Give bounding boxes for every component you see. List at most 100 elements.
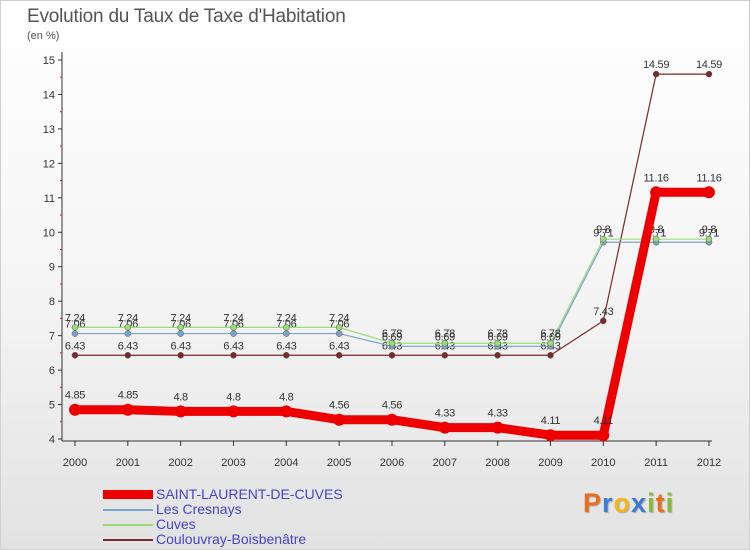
data-label: 6.69 xyxy=(382,331,402,343)
data-label: 4.85 xyxy=(65,390,85,402)
data-point xyxy=(280,405,293,418)
data-label: 6.69 xyxy=(540,331,560,343)
legend-label: Les Cresnays xyxy=(156,501,242,517)
data-point xyxy=(230,324,237,331)
legend-label: SAINT-LAURENT-DE-CUVES xyxy=(156,486,343,502)
data-label: 7.24 xyxy=(223,312,243,324)
data-point xyxy=(333,413,346,426)
x-tick-label: 2004 xyxy=(274,457,298,469)
data-label: 4.8 xyxy=(279,391,294,403)
data-point xyxy=(283,324,290,331)
y-tick-label: 9 xyxy=(49,262,55,274)
data-label: 6.43 xyxy=(171,340,191,352)
y-tick-label: 10 xyxy=(43,227,55,239)
data-label: 9.71 xyxy=(699,227,719,239)
data-label: 11.16 xyxy=(644,172,669,184)
data-point xyxy=(385,413,398,426)
data-label: 4.11 xyxy=(541,415,561,427)
data-point xyxy=(705,235,713,243)
y-tick-label: 11 xyxy=(44,193,55,205)
data-point xyxy=(652,70,660,78)
data-point xyxy=(547,352,554,359)
y-tick-label: 4 xyxy=(49,434,55,446)
data-label: 11.16 xyxy=(696,172,721,184)
x-tick-label: 2010 xyxy=(591,457,615,469)
data-point xyxy=(544,429,557,442)
data-label: 9.8 xyxy=(596,224,611,236)
legend-swatch xyxy=(103,539,153,541)
data-label: 9.71 xyxy=(593,227,613,239)
x-tick-label: 2012 xyxy=(697,457,721,469)
y-tick-label: 13 xyxy=(43,124,55,136)
data-point xyxy=(652,235,660,243)
data-point xyxy=(177,330,184,337)
data-label: 4.8 xyxy=(226,391,241,403)
x-tick-label: 2009 xyxy=(538,457,562,469)
data-point xyxy=(547,339,554,347)
y-tick-label: 6 xyxy=(49,365,55,377)
x-tick-label: 2003 xyxy=(221,457,245,469)
data-label: 6.43 xyxy=(329,340,349,352)
data-point xyxy=(283,352,290,359)
x-tick-label: 2006 xyxy=(380,457,404,469)
data-point xyxy=(650,186,663,199)
data-point xyxy=(227,405,240,418)
data-label: 4.11 xyxy=(594,415,614,427)
x-tick-label: 2007 xyxy=(433,457,457,469)
proxiti-logo: Proxiti xyxy=(583,488,674,519)
data-point xyxy=(124,352,132,359)
x-tick-label: 2008 xyxy=(485,457,509,469)
data-label: 14.59 xyxy=(696,59,722,71)
chart-subtitle: (en %) xyxy=(27,30,60,42)
legend-swatch xyxy=(103,509,153,511)
data-label: 4.33 xyxy=(435,408,455,420)
logo-letter: i xyxy=(665,488,675,518)
data-point xyxy=(177,324,184,331)
data-point xyxy=(335,352,343,359)
data-point xyxy=(124,330,132,337)
data-point xyxy=(230,330,237,337)
data-label: 6.43 xyxy=(276,340,296,352)
data-point xyxy=(597,429,610,442)
data-point xyxy=(600,235,607,243)
y-tick-label: 7 xyxy=(49,331,55,343)
data-label: 6.78 xyxy=(488,328,508,340)
data-point xyxy=(71,352,79,359)
data-point xyxy=(441,339,449,347)
data-point xyxy=(69,403,81,416)
legend-swatch xyxy=(103,524,153,526)
data-point xyxy=(174,405,187,418)
logo-letter: P xyxy=(583,488,603,518)
x-tick-label: 2001 xyxy=(116,457,140,469)
legend-label: Coulouvray-Boisbenâtre xyxy=(156,531,307,547)
data-label: 7.24 xyxy=(329,312,349,324)
logo-letter: i xyxy=(647,488,656,518)
data-label: 7.24 xyxy=(65,312,85,324)
legend-label: Cuves xyxy=(156,516,196,532)
data-label: 14.59 xyxy=(643,59,669,71)
data-label: 4.33 xyxy=(488,408,508,420)
data-label: 7.24 xyxy=(276,312,296,324)
y-tick-label: 15 xyxy=(43,55,55,67)
data-point xyxy=(705,70,713,78)
data-point xyxy=(600,317,607,325)
chart-title: Evolution du Taux de Taxe d'Habitation xyxy=(27,6,346,27)
data-point xyxy=(230,352,237,359)
data-point xyxy=(388,352,396,359)
data-label: 6.69 xyxy=(435,331,455,343)
data-point xyxy=(494,339,501,347)
data-label: 4.56 xyxy=(382,400,402,412)
data-point xyxy=(335,324,343,331)
data-label: 7.24 xyxy=(171,312,191,324)
data-point xyxy=(283,330,290,337)
data-label: 7.24 xyxy=(118,312,138,324)
y-tick-label: 8 xyxy=(49,296,55,308)
data-label: 4.8 xyxy=(173,391,188,403)
data-label: 6.43 xyxy=(223,340,243,352)
x-tick-label: 2002 xyxy=(168,457,192,469)
logo-letter: t xyxy=(655,488,666,518)
y-tick-label: 5 xyxy=(49,400,55,412)
data-point xyxy=(438,421,451,434)
data-label: 4.56 xyxy=(329,400,349,412)
